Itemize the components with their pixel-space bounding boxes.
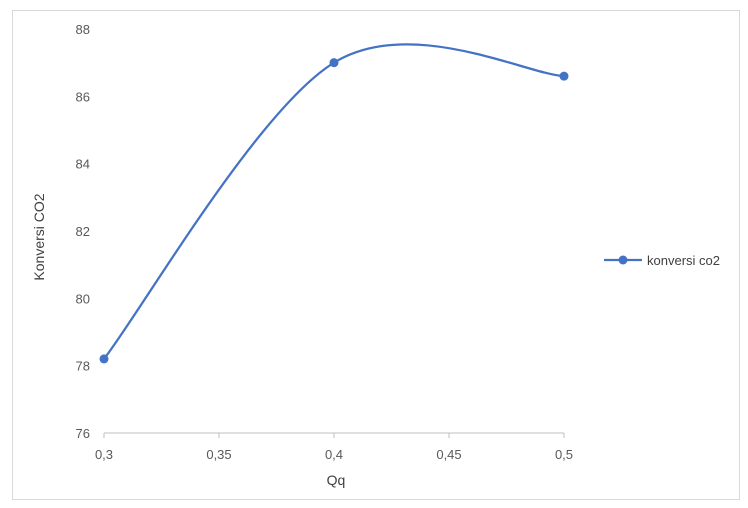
legend-label: konversi co2	[647, 253, 720, 268]
y-axis-title: Konversi CO2	[31, 193, 47, 280]
data-point	[329, 58, 339, 68]
x-axis-title: Qq	[327, 472, 346, 488]
data-point	[99, 354, 109, 364]
y-tick-label: 84	[76, 157, 90, 172]
x-tick-label: 0,35	[206, 447, 231, 462]
x-tick-label: 0,3	[95, 447, 113, 462]
legend: konversi co2	[604, 253, 720, 268]
x-axis-ticks: 0,3 0,35 0,4 0,45 0,5	[95, 433, 573, 462]
y-tick-label: 88	[76, 22, 90, 37]
y-axis-ticks: 76 78 80 82 84 86 88	[76, 22, 90, 441]
x-tick-label: 0,45	[436, 447, 461, 462]
chart-frame	[12, 10, 740, 500]
y-tick-label: 86	[76, 89, 90, 104]
data-point	[559, 71, 569, 81]
x-tick-label: 0,4	[325, 447, 343, 462]
series-layer	[99, 43, 569, 364]
y-tick-label: 80	[76, 291, 90, 306]
legend-marker	[618, 255, 628, 265]
y-tick-label: 82	[76, 224, 90, 239]
y-tick-label: 76	[76, 426, 90, 441]
x-tick-label: 0,5	[555, 447, 573, 462]
y-tick-label: 78	[76, 359, 90, 374]
series-line	[102, 43, 566, 361]
